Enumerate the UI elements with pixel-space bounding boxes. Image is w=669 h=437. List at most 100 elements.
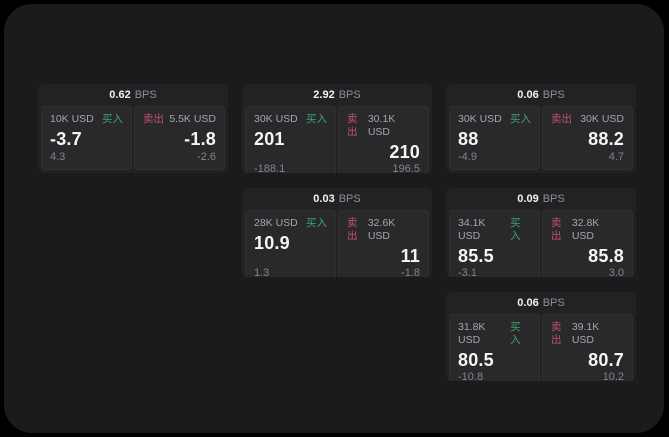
card-header: 0.62 BPS	[38, 84, 228, 106]
buy-tag: 买入	[510, 113, 531, 125]
sell-panel[interactable]: 卖出 32.6K USD 11 -1.8	[338, 210, 429, 277]
buy-panel[interactable]: 10K USD 买入 -3.7 4.3	[41, 106, 132, 170]
sell-panel[interactable]: 卖出 30.1K USD 210 196.5	[338, 106, 429, 173]
buy-panel-top: 30K USD 买入	[458, 113, 531, 126]
sell-tag: 卖出	[551, 321, 562, 346]
card-header: 0.03 BPS	[242, 188, 432, 210]
buy-panel[interactable]: 31.8K USD 买入 80.5 -10.8	[449, 314, 540, 381]
buy-price: 88	[458, 129, 479, 149]
quote-card: 0.06 BPS 31.8K USD 买入 80.5 -10.8 卖出 39.1…	[446, 292, 636, 381]
sell-panel[interactable]: 卖出 30K USD 88.2 4.7	[542, 106, 633, 170]
buy-amount: 30K USD	[254, 113, 298, 125]
card-body: 10K USD 买入 -3.7 4.3 卖出 5.5K USD -1.8 -2.…	[38, 106, 228, 173]
bps-unit: BPS	[338, 193, 361, 205]
sell-tag: 卖出	[347, 113, 358, 138]
sell-amount: 30.1K USD	[367, 113, 396, 138]
bps-value: 2.92	[313, 89, 335, 101]
quote-card: 0.06 BPS 30K USD 买入 88 -4.9 卖出 30K USD 8…	[446, 84, 636, 173]
sell-amount: 32.8K USD	[571, 217, 600, 242]
buy-delta: -3.1	[458, 267, 477, 277]
sell-price: 210	[389, 142, 420, 162]
bps-unit: BPS	[542, 89, 565, 101]
sell-tag: 卖出	[143, 113, 164, 125]
buy-tag: 买入	[510, 217, 521, 242]
buy-panel-top: 34.1K USD 买入	[458, 217, 531, 243]
app-window: 0.62 BPS 10K USD 买入 -3.7 4.3 卖出 5.5K USD…	[4, 4, 664, 433]
card-header: 2.92 BPS	[242, 84, 432, 106]
sell-amount: 32.6K USD	[367, 217, 396, 242]
buy-tag: 买入	[306, 217, 327, 229]
buy-panel[interactable]: 34.1K USD 买入 85.5 -3.1	[449, 210, 540, 277]
card-header: 0.06 BPS	[446, 292, 636, 314]
quote-card: 2.92 BPS 30K USD 买入 201 -188.1 卖出 30.1K …	[242, 84, 432, 173]
sell-price: 11	[400, 246, 420, 266]
sell-panel-top: 卖出 39.1K USD	[551, 321, 624, 347]
card-body: 31.8K USD 买入 80.5 -10.8 卖出 39.1K USD 80.…	[446, 314, 636, 381]
buy-price: 80.5	[458, 350, 494, 370]
bps-value: 0.03	[313, 193, 335, 205]
cards-grid: 0.62 BPS 10K USD 买入 -3.7 4.3 卖出 5.5K USD…	[38, 84, 636, 381]
buy-panel[interactable]: 30K USD 买入 88 -4.9	[449, 106, 540, 170]
quote-card: 0.09 BPS 34.1K USD 买入 85.5 -3.1 卖出 32.8K…	[446, 188, 636, 277]
sell-price: -1.8	[184, 129, 216, 149]
sell-delta: 196.5	[392, 163, 420, 173]
sell-panel-top: 卖出 5.5K USD	[143, 113, 216, 126]
buy-tag: 买入	[306, 113, 327, 125]
bps-value: 0.06	[517, 297, 539, 309]
buy-panel[interactable]: 28K USD 买入 10.9 1.3	[245, 210, 336, 277]
sell-panel[interactable]: 卖出 32.8K USD 85.8 3.0	[542, 210, 633, 277]
buy-price: 10.9	[254, 233, 290, 253]
bps-value: 0.62	[109, 89, 131, 101]
buy-price: 85.5	[458, 246, 494, 266]
buy-amount: 28K USD	[254, 217, 298, 229]
card-body: 30K USD 买入 88 -4.9 卖出 30K USD 88.2 4.7	[446, 106, 636, 173]
card-header: 0.09 BPS	[446, 188, 636, 210]
buy-tag: 买入	[102, 113, 123, 125]
sell-tag: 卖出	[551, 217, 562, 242]
buy-panel-top: 30K USD 买入	[254, 113, 327, 126]
sell-panel-top: 卖出 30.1K USD	[347, 113, 420, 139]
card-body: 30K USD 买入 201 -188.1 卖出 30.1K USD 210 1…	[242, 106, 432, 173]
sell-panel[interactable]: 卖出 5.5K USD -1.8 -2.6	[134, 106, 225, 170]
bps-unit: BPS	[134, 89, 157, 101]
card-header: 0.06 BPS	[446, 84, 636, 106]
buy-price: 201	[254, 129, 285, 149]
buy-panel-top: 28K USD 买入	[254, 217, 327, 230]
sell-delta: 4.7	[608, 151, 624, 163]
buy-delta: 1.3	[254, 267, 270, 277]
buy-price: -3.7	[50, 129, 82, 149]
buy-delta: -10.8	[458, 371, 484, 381]
sell-delta: -1.8	[401, 267, 420, 277]
buy-delta: 4.3	[50, 151, 66, 163]
sell-delta: 3.0	[608, 267, 624, 277]
sell-amount: 30K USD	[580, 113, 624, 125]
sell-panel-top: 卖出 32.6K USD	[347, 217, 420, 243]
buy-tag: 买入	[510, 321, 521, 346]
buy-delta: -4.9	[458, 151, 477, 163]
sell-panel-top: 卖出 30K USD	[551, 113, 624, 126]
sell-tag: 卖出	[551, 113, 572, 125]
card-body: 28K USD 买入 10.9 1.3 卖出 32.6K USD 11 -1.8	[242, 210, 432, 277]
bps-unit: BPS	[542, 193, 565, 205]
buy-amount: 31.8K USD	[458, 321, 486, 346]
card-body: 34.1K USD 买入 85.5 -3.1 卖出 32.8K USD 85.8…	[446, 210, 636, 277]
sell-delta: 10.2	[602, 371, 624, 381]
sell-delta: -2.6	[197, 151, 216, 163]
sell-panel-top: 卖出 32.8K USD	[551, 217, 624, 243]
sell-price: 88.2	[588, 129, 624, 149]
bps-value: 0.09	[517, 193, 539, 205]
sell-amount: 39.1K USD	[571, 321, 600, 346]
bps-unit: BPS	[338, 89, 361, 101]
buy-amount: 10K USD	[50, 113, 94, 125]
buy-panel-top: 10K USD 买入	[50, 113, 123, 126]
bps-value: 0.06	[517, 89, 539, 101]
buy-delta: -188.1	[254, 163, 286, 173]
buy-panel-top: 31.8K USD 买入	[458, 321, 531, 347]
quote-card: 0.62 BPS 10K USD 买入 -3.7 4.3 卖出 5.5K USD…	[38, 84, 228, 173]
sell-panel[interactable]: 卖出 39.1K USD 80.7 10.2	[542, 314, 633, 381]
quote-card: 0.03 BPS 28K USD 买入 10.9 1.3 卖出 32.6K US…	[242, 188, 432, 277]
buy-amount: 30K USD	[458, 113, 502, 125]
buy-panel[interactable]: 30K USD 买入 201 -188.1	[245, 106, 336, 173]
sell-tag: 卖出	[347, 217, 358, 242]
bps-unit: BPS	[542, 297, 565, 309]
